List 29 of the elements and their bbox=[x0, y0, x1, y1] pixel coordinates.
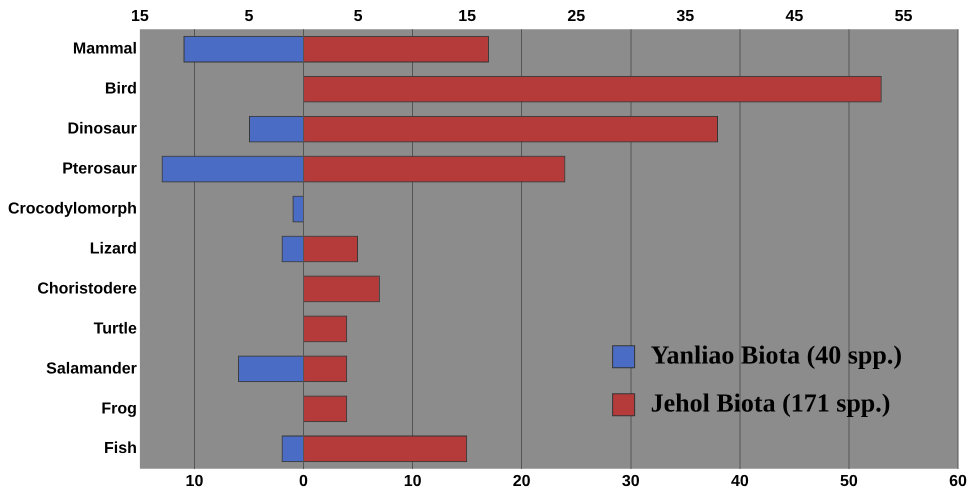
y-tick-label: Salamander bbox=[46, 360, 137, 378]
x-tick-label: 0 bbox=[299, 472, 308, 490]
x2-tick-label: 55 bbox=[894, 8, 912, 26]
y-tick-label: Mammal bbox=[72, 40, 137, 58]
x-tick-label: 10 bbox=[186, 472, 204, 490]
y-tick-label: Lizard bbox=[90, 240, 137, 258]
legend-label: Jehol Biota (171 spp.) bbox=[650, 388, 890, 418]
x-tick-label: 20 bbox=[512, 472, 531, 490]
x2-tick-label: 15 bbox=[130, 8, 149, 26]
y-tick-label: Fish bbox=[104, 440, 137, 458]
x-tick-label: 50 bbox=[840, 472, 858, 490]
x2-tick-label: 5 bbox=[354, 8, 363, 26]
x-tick-label: 60 bbox=[949, 472, 967, 490]
x-tick-label: 10 bbox=[404, 472, 422, 490]
y-tick-label: Pterosaur bbox=[62, 160, 137, 178]
x-tick-label: 40 bbox=[730, 472, 749, 490]
x2-tick-label: 15 bbox=[458, 8, 476, 26]
x2-tick-label: 5 bbox=[244, 8, 254, 26]
y-tick-label: Dinosaur bbox=[68, 120, 137, 138]
x-tick-label: 30 bbox=[622, 472, 640, 490]
y-tick-label: Frog bbox=[101, 400, 137, 418]
y-tick-label: Choristodere bbox=[37, 280, 137, 298]
y-tick-label: Crocodylomorph bbox=[8, 200, 137, 218]
y-tick-label: Turtle bbox=[94, 320, 137, 338]
x2-tick-label: 45 bbox=[785, 8, 804, 26]
legend-label: Yanliao Biota (40 spp.) bbox=[650, 340, 902, 370]
x2-tick-label: 35 bbox=[676, 8, 694, 26]
x2-tick-label: 25 bbox=[567, 8, 586, 26]
y-tick-label: Bird bbox=[104, 80, 137, 98]
